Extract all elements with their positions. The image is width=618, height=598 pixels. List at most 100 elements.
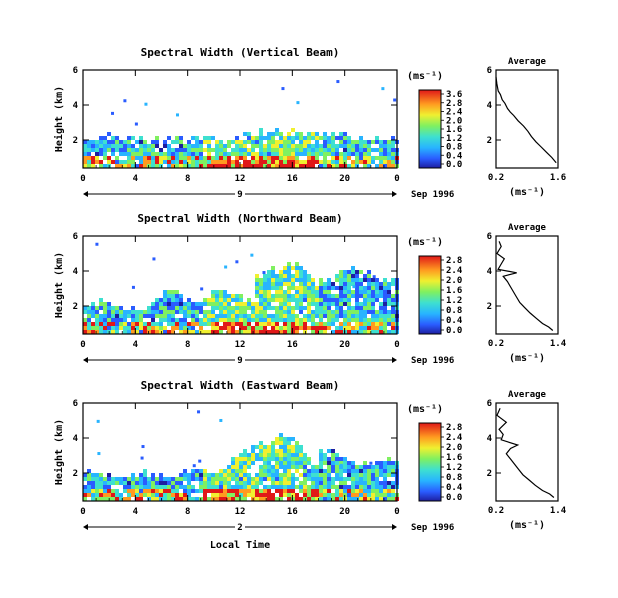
heatmap-cell bbox=[303, 314, 307, 318]
heatmap-cell bbox=[179, 473, 183, 477]
heatmap-cell bbox=[355, 278, 359, 282]
heatmap-cell bbox=[371, 465, 375, 469]
heatmap-cell bbox=[235, 465, 239, 469]
heatmap-cell bbox=[339, 294, 343, 298]
heatmap-cell bbox=[135, 493, 139, 497]
heatmap-cell bbox=[247, 160, 251, 164]
heatmap-cell bbox=[275, 144, 279, 148]
heatmap-cell bbox=[247, 322, 251, 326]
heatmap-cell bbox=[307, 164, 311, 168]
heatmap-cell bbox=[275, 322, 279, 326]
heatmap-cell bbox=[347, 278, 351, 282]
heatmap-cell bbox=[123, 477, 127, 481]
panel-title: Spectral Width (Vertical Beam) bbox=[141, 46, 340, 59]
heatmap-cell bbox=[335, 461, 339, 465]
heatmap-cell bbox=[383, 140, 387, 144]
date-label: Sep 1996 bbox=[411, 356, 454, 366]
heatmap-cell bbox=[359, 290, 363, 294]
heatmap-cell bbox=[207, 497, 211, 501]
heatmap-cell bbox=[191, 322, 195, 326]
heatmap-cell bbox=[247, 485, 251, 489]
heatmap-cell bbox=[131, 473, 135, 477]
heatmap-cell bbox=[343, 322, 347, 326]
heatmap-cell bbox=[107, 140, 111, 144]
heatmap-cell bbox=[371, 318, 375, 322]
heatmap-cell bbox=[375, 318, 379, 322]
heatmap-cell bbox=[223, 485, 227, 489]
heatmap-cell bbox=[135, 156, 139, 160]
heatmap-cell bbox=[299, 298, 303, 302]
heatmap-cell bbox=[355, 164, 359, 168]
heatmap-cell bbox=[191, 497, 195, 501]
heatmap-cell bbox=[303, 144, 307, 148]
heatmap-cell bbox=[91, 140, 95, 144]
heatmap-cell bbox=[255, 477, 259, 481]
heatmap-cell bbox=[323, 152, 327, 156]
colorbar-tick-label: 0.0 bbox=[446, 326, 462, 336]
heatmap-cell bbox=[227, 314, 231, 318]
heatmap-cell bbox=[195, 156, 199, 160]
heatmap-cell bbox=[263, 290, 267, 294]
heatmap-cell bbox=[151, 148, 155, 152]
heatmap-cell bbox=[371, 489, 375, 493]
heatmap-cell bbox=[95, 485, 99, 489]
heatmap-cell bbox=[111, 497, 115, 501]
heatmap-cell bbox=[203, 477, 207, 481]
heatmap-cell bbox=[343, 318, 347, 322]
heatmap-cell bbox=[143, 485, 147, 489]
heatmap-cell bbox=[371, 477, 375, 481]
heatmap-cell bbox=[187, 481, 191, 485]
heatmap-cell bbox=[83, 330, 87, 334]
heatmap-cell bbox=[307, 144, 311, 148]
heatmap-cell bbox=[327, 152, 331, 156]
heatmap-cell bbox=[275, 314, 279, 318]
heatmap-cell bbox=[95, 322, 99, 326]
heatmap-cell bbox=[295, 278, 299, 282]
heatmap-cell bbox=[223, 497, 227, 501]
heatmap-cell bbox=[255, 136, 259, 140]
heatmap-cell bbox=[91, 489, 95, 493]
heatmap-cell bbox=[159, 493, 163, 497]
heatmap-cell bbox=[271, 274, 275, 278]
heatmap-cell bbox=[119, 140, 123, 144]
heatmap-cell bbox=[151, 156, 155, 160]
heatmap-cell bbox=[331, 310, 335, 314]
heatmap-cell bbox=[375, 497, 379, 501]
heatmap-cell bbox=[123, 481, 127, 485]
heatmap-cell bbox=[383, 306, 387, 310]
heatmap-cell bbox=[299, 278, 303, 282]
heatmap-cell bbox=[379, 314, 383, 318]
heatmap-cell bbox=[235, 160, 239, 164]
heatmap-cell bbox=[255, 457, 259, 461]
profile-y-tick-label: 6 bbox=[487, 66, 492, 76]
heatmap-cell bbox=[219, 294, 223, 298]
heatmap-cell bbox=[267, 445, 271, 449]
heatmap-cell bbox=[179, 330, 183, 334]
heatmap-cell bbox=[303, 322, 307, 326]
heatmap-cell bbox=[167, 294, 171, 298]
heatmap-cell bbox=[383, 489, 387, 493]
heatmap-cell bbox=[263, 294, 267, 298]
heatmap-cell bbox=[327, 457, 331, 461]
heatmap-cell bbox=[107, 489, 111, 493]
heatmap-cell bbox=[315, 481, 319, 485]
heatmap-cell bbox=[223, 318, 227, 322]
heatmap-cell bbox=[151, 481, 155, 485]
x-axis-label: Local Time bbox=[210, 539, 270, 551]
heatmap-cell bbox=[103, 314, 107, 318]
heatmap-cell bbox=[111, 160, 115, 164]
heatmap-cell bbox=[331, 136, 335, 140]
heatmap-cell bbox=[279, 306, 283, 310]
heatmap-cell bbox=[327, 314, 331, 318]
heatmap-cell bbox=[279, 473, 283, 477]
heatmap-cell bbox=[375, 156, 379, 160]
profile-y-tick-label: 2 bbox=[487, 469, 492, 479]
heatmap-cell bbox=[351, 481, 355, 485]
heatmap-cell bbox=[287, 136, 291, 140]
heatmap-cell bbox=[291, 286, 295, 290]
heatmap-cell bbox=[343, 290, 347, 294]
heatmap-cell bbox=[259, 140, 263, 144]
heatmap-cell bbox=[239, 148, 243, 152]
heatmap-cell bbox=[383, 477, 387, 481]
heatmap-cell bbox=[99, 302, 103, 306]
